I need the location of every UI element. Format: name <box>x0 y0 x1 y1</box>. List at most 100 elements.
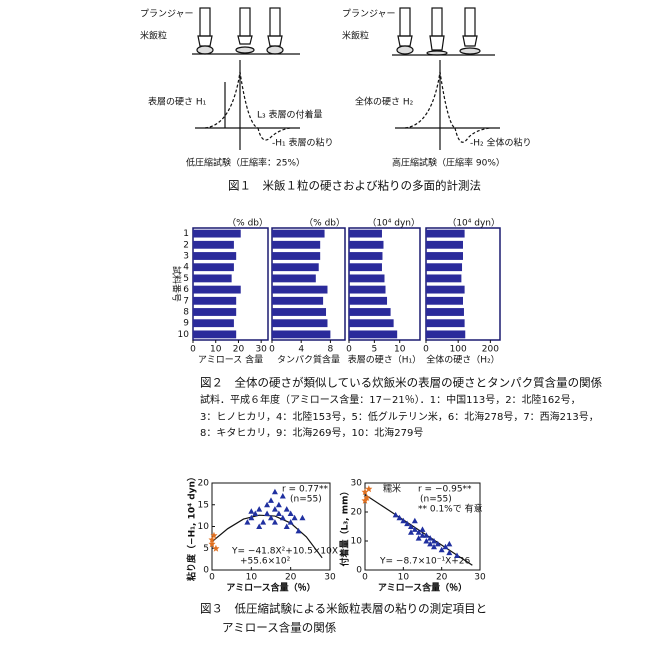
point <box>212 544 220 552</box>
bar <box>272 330 331 339</box>
point <box>404 520 411 527</box>
unit-label: （10⁴ dyn） <box>447 218 500 229</box>
unit-label: （% db） <box>304 218 345 229</box>
x-tick-label: 20 <box>285 573 297 583</box>
x-tick-label: 30 <box>474 573 486 583</box>
bar <box>272 285 328 294</box>
point <box>415 529 422 535</box>
point <box>419 526 426 532</box>
point <box>454 552 460 558</box>
point <box>283 523 290 529</box>
bar <box>349 229 382 238</box>
point <box>260 519 267 525</box>
category-label: 7 <box>183 296 189 306</box>
y-tick-label: 10 <box>351 537 363 547</box>
point <box>248 508 255 514</box>
point <box>271 488 278 495</box>
y-axis-label: 付着量（L₃, mm） <box>339 487 351 567</box>
bar <box>193 229 241 238</box>
bar <box>349 263 382 272</box>
category-label: 8 <box>183 308 189 318</box>
annotation: 糯米 <box>383 483 401 495</box>
point <box>264 501 271 508</box>
y-tick-label: 20 <box>351 508 363 518</box>
point <box>283 506 290 512</box>
grain <box>266 45 284 55</box>
x-axis-label: アミロース含量（％） <box>226 582 315 594</box>
y-tick-label: 15 <box>198 500 209 510</box>
point <box>361 488 369 496</box>
bar <box>193 296 237 305</box>
bar <box>426 330 466 339</box>
annotation: +55.6×10² <box>240 557 291 567</box>
plunger <box>464 7 476 37</box>
label: 高圧縮試験（圧縮率 90%） <box>392 157 505 169</box>
plunger-tip <box>237 35 253 45</box>
point <box>268 497 274 503</box>
x-tick-label: 0 <box>423 345 429 355</box>
bar <box>272 252 321 260</box>
bar <box>193 252 237 260</box>
plunger-tip <box>462 35 478 47</box>
point <box>291 514 298 521</box>
point <box>256 506 263 512</box>
x-axis-label: アミロース含量（％） <box>378 582 467 594</box>
point <box>208 540 216 548</box>
note: 3：ヒノヒカリ，4：北陸153号，5：低グルテリン米，6：北海278号，7：西海… <box>200 410 599 423</box>
x-tick-label: 200 <box>482 345 499 355</box>
x-tick-label: 0 <box>362 573 368 583</box>
point <box>408 523 414 529</box>
bar <box>426 252 463 260</box>
category-label: 10 <box>178 330 190 340</box>
label: -H₁ 表層の粘り <box>272 137 333 149</box>
point <box>392 511 399 518</box>
plunger-tip <box>267 35 283 47</box>
x-tick-label: 0 <box>190 345 196 355</box>
point <box>252 510 259 516</box>
y-tick-label: 10 <box>198 522 210 532</box>
x-tick-label: 10 <box>394 345 406 355</box>
point <box>415 535 422 541</box>
bar <box>426 285 465 294</box>
point <box>411 517 418 524</box>
curve <box>454 127 491 143</box>
point <box>271 506 278 512</box>
label: 低圧縮試験（圧縮率：25%） <box>186 157 305 169</box>
x-tick-label: 0 <box>209 573 215 583</box>
bar <box>426 240 463 249</box>
point <box>256 523 263 529</box>
point <box>365 485 373 493</box>
caption: アミロース含量の関係 <box>222 621 336 635</box>
annotation: r = −0.95** <box>418 485 472 495</box>
point <box>423 532 430 538</box>
label: 表層の硬さ H₁ <box>148 96 207 108</box>
point <box>431 538 437 544</box>
point <box>244 519 251 525</box>
point <box>279 514 286 521</box>
category-label: 4 <box>183 263 189 273</box>
label: プランジャー <box>140 9 194 20</box>
label: 米飯粒 <box>342 30 369 42</box>
caption: 図１ 米飯１粒の硬さおよび粘りの多面的計測法 <box>228 179 481 193</box>
category-label: 9 <box>183 319 189 329</box>
category-label: 5 <box>183 274 189 284</box>
x-axis-label: 全体の硬さ（H₂） <box>426 354 499 366</box>
x-tick-label: 10 <box>246 573 258 583</box>
figure1-left <box>192 7 300 150</box>
point <box>446 540 453 547</box>
y-tick-label: 5 <box>203 544 209 554</box>
x-axis-label: 表層の硬さ（H₁） <box>348 354 421 366</box>
point <box>427 535 434 541</box>
point <box>400 517 407 524</box>
annotation: (n=55) <box>290 495 322 505</box>
y-tick-label: 20 <box>198 479 210 489</box>
bar <box>426 319 465 328</box>
bar <box>426 308 464 316</box>
bar <box>193 263 234 272</box>
point <box>208 536 216 544</box>
plunger-tip <box>397 35 413 47</box>
bar <box>193 285 241 294</box>
y-axis-label: 試料番号 <box>171 266 183 302</box>
point <box>427 540 434 547</box>
point <box>431 543 437 550</box>
